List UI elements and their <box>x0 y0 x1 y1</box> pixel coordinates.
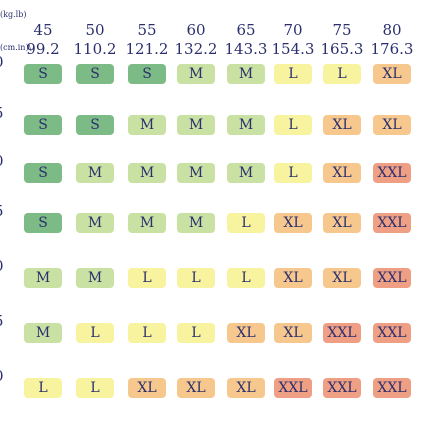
row-height-inch-value: " <box>0 333 14 348</box>
size-cell: M <box>177 115 215 135</box>
column-weight-kg: 50 <box>85 21 105 39</box>
size-cell: M <box>177 163 215 183</box>
size-cell: M <box>24 268 62 288</box>
size-cell: L <box>128 323 166 343</box>
size-cell: XL <box>177 378 215 398</box>
row-height-label: 5" <box>0 314 14 348</box>
size-cell: XL <box>274 213 312 233</box>
size-cell: M <box>76 163 114 183</box>
size-cell: L <box>177 323 215 343</box>
size-cell: XXL <box>274 378 312 398</box>
height-unit-label: (cm.in)\ <box>0 43 32 52</box>
row-height-label: 5" <box>0 106 14 140</box>
size-cell: S <box>76 115 114 135</box>
size-cell: S <box>24 115 62 135</box>
row-height-label: 5" <box>0 204 14 238</box>
size-cell: S <box>24 163 62 183</box>
size-cell: M <box>227 64 265 84</box>
size-cell: XXL <box>373 268 411 288</box>
column-weight-lb: 132.2 <box>174 40 218 58</box>
size-cell: M <box>227 163 265 183</box>
size-cell: L <box>76 378 114 398</box>
row-height-value: 0 <box>0 259 14 274</box>
size-cell: M <box>76 213 114 233</box>
size-cell: XXL <box>323 378 361 398</box>
size-cell: L <box>128 268 166 288</box>
column-weight-kg: 45 <box>33 21 53 39</box>
column-weight-lb: 176.3 <box>370 40 414 58</box>
row-height-inch-value: " <box>0 173 14 188</box>
size-cell: L <box>323 64 361 84</box>
size-cell: M <box>128 213 166 233</box>
size-cell: XXL <box>373 378 411 398</box>
row-height-label: 0" <box>0 369 14 403</box>
size-cell: M <box>227 115 265 135</box>
size-cell: XXL <box>323 323 361 343</box>
size-cell: L <box>76 323 114 343</box>
size-cell: S <box>128 64 166 84</box>
column-weight-lb: 165.3 <box>320 40 364 58</box>
column-weight-lb: 99.2 <box>26 40 60 58</box>
size-cell: L <box>177 268 215 288</box>
size-cell: XL <box>128 378 166 398</box>
size-cell: XL <box>274 323 312 343</box>
size-cell: S <box>76 64 114 84</box>
size-cell: L <box>274 64 312 84</box>
size-cell: L <box>227 213 265 233</box>
column-weight-kg: 80 <box>382 21 402 39</box>
size-cell: XL <box>323 115 361 135</box>
row-height-label: 0" <box>0 259 14 293</box>
row-height-inch-value: " <box>0 223 14 238</box>
size-cell: XL <box>323 268 361 288</box>
column-weight-kg: 70 <box>283 21 303 39</box>
row-height-inch-value: " <box>0 74 14 89</box>
column-weight-kg: 65 <box>236 21 256 39</box>
size-cell: XL <box>373 115 411 135</box>
size-cell: M <box>76 268 114 288</box>
row-height-label: 0" <box>0 154 14 188</box>
column-weight-lb: 121.2 <box>125 40 169 58</box>
row-height-value: 5 <box>0 106 14 121</box>
size-cell: S <box>24 64 62 84</box>
row-height-value: 0 <box>0 154 14 169</box>
size-cell: M <box>177 213 215 233</box>
size-cell: S <box>24 213 62 233</box>
column-weight-kg: 75 <box>332 21 352 39</box>
column-weight-lb: 154.3 <box>271 40 315 58</box>
size-cell: XL <box>274 268 312 288</box>
row-height-inch-value: " <box>0 388 14 403</box>
column-weight-kg: 55 <box>137 21 157 39</box>
size-cell: XL <box>323 213 361 233</box>
size-cell: M <box>128 163 166 183</box>
size-cell: M <box>128 115 166 135</box>
column-weight-lb: 110.2 <box>73 40 117 58</box>
size-cell: M <box>24 323 62 343</box>
size-cell: XL <box>227 378 265 398</box>
size-cell: XXL <box>373 163 411 183</box>
size-cell: L <box>227 268 265 288</box>
column-weight-lb: 143.3 <box>224 40 268 58</box>
row-height-value: 5 <box>0 314 14 329</box>
row-height-label: 0" <box>0 55 14 89</box>
size-cell: L <box>274 163 312 183</box>
row-height-inch-value: " <box>0 125 14 140</box>
weight-unit-label: (kg.lb) <box>0 10 27 19</box>
size-cell: XL <box>373 64 411 84</box>
size-cell: XXL <box>373 323 411 343</box>
size-cell: XXL <box>373 213 411 233</box>
row-height-value: 0 <box>0 55 14 70</box>
column-weight-kg: 60 <box>186 21 206 39</box>
row-height-value: 5 <box>0 204 14 219</box>
size-cell: XL <box>323 163 361 183</box>
size-cell: M <box>177 64 215 84</box>
row-height-inch-value: " <box>0 278 14 293</box>
size-cell: L <box>24 378 62 398</box>
size-cell: XL <box>227 323 265 343</box>
size-cell: L <box>274 115 312 135</box>
row-height-value: 0 <box>0 369 14 384</box>
